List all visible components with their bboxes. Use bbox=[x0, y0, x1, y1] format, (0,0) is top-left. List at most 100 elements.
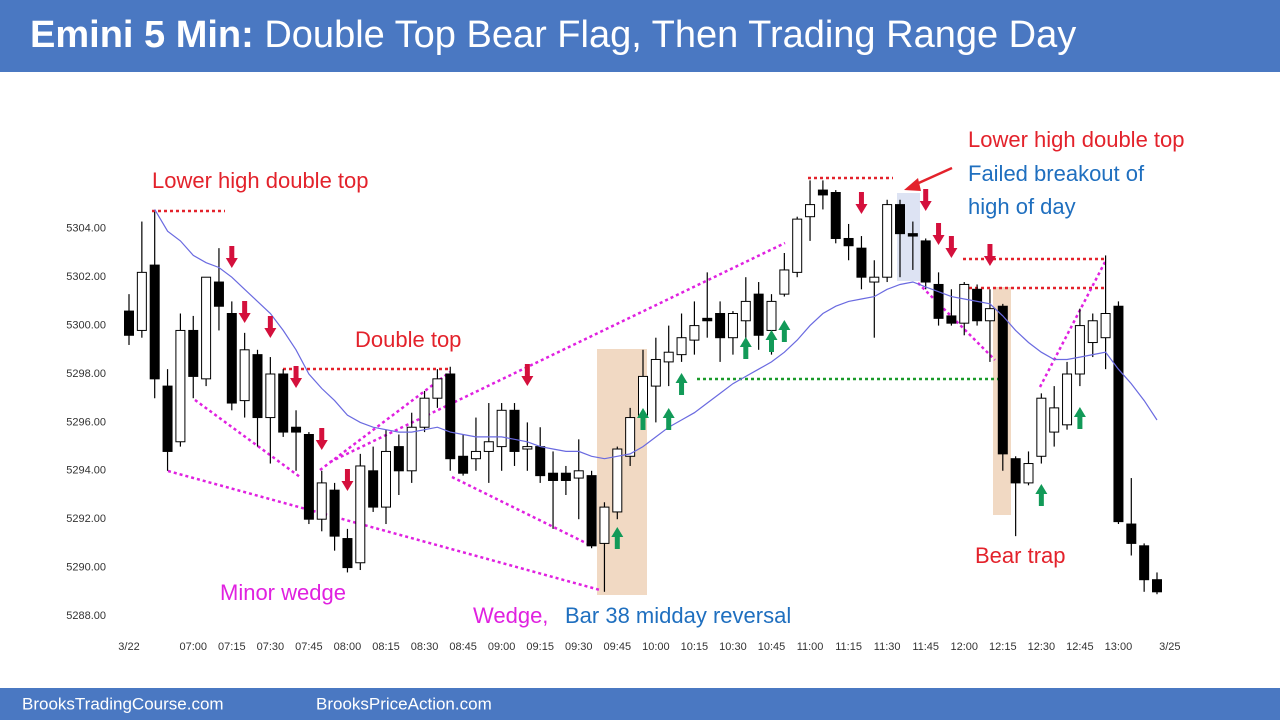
candle-body bbox=[291, 426, 302, 433]
candle-body bbox=[175, 329, 186, 443]
x-tick-label: 09:00 bbox=[488, 641, 516, 653]
candle-body bbox=[920, 240, 931, 283]
x-tick-label: 09:30 bbox=[565, 641, 593, 653]
candle-body bbox=[1139, 545, 1150, 581]
buy-arrow bbox=[637, 408, 649, 430]
x-tick-label: 10:15 bbox=[681, 641, 709, 653]
candle-body bbox=[445, 373, 456, 460]
header-text: Double Top Bear Flag, Then Trading Range… bbox=[264, 14, 1076, 56]
y-tick-label: 5288.00 bbox=[66, 610, 106, 622]
header-title: Emini 5 Min: Double Top Bear Flag, Then … bbox=[30, 14, 1076, 56]
candle-body bbox=[483, 441, 494, 452]
candle-body bbox=[599, 506, 610, 544]
candle-body bbox=[753, 293, 764, 336]
candle-body bbox=[303, 434, 314, 520]
x-tick-label: 10:00 bbox=[642, 641, 670, 653]
candle-body bbox=[188, 329, 199, 377]
y-tick-label: 5304.00 bbox=[66, 223, 106, 235]
candle-body bbox=[650, 358, 661, 387]
candle-body bbox=[162, 385, 173, 452]
candle-body bbox=[663, 351, 674, 363]
sell-arrow bbox=[238, 301, 251, 323]
candle-body bbox=[586, 475, 597, 547]
x-tick-label: 11:15 bbox=[835, 641, 862, 653]
candle-body bbox=[316, 482, 327, 520]
sell-arrow bbox=[521, 364, 534, 386]
candle-body bbox=[612, 448, 623, 513]
candle-body bbox=[213, 281, 224, 307]
candle-body bbox=[766, 300, 777, 331]
x-tick-label: 07:00 bbox=[179, 641, 207, 653]
candle-body bbox=[368, 470, 379, 508]
candle-body bbox=[381, 450, 391, 508]
candle-body bbox=[779, 269, 790, 295]
candle-body bbox=[997, 305, 1008, 455]
y-tick-label: 5298.00 bbox=[66, 368, 106, 380]
candle-body bbox=[1087, 320, 1098, 344]
footer-right: BrooksPriceAction.com bbox=[316, 694, 492, 713]
candle-body bbox=[535, 446, 546, 477]
candle-body bbox=[201, 276, 212, 380]
x-tick-label: 12:00 bbox=[950, 641, 978, 653]
x-tick-label: 11:30 bbox=[874, 641, 901, 653]
annotation: high of day bbox=[968, 194, 1076, 219]
x-tick-label: 12:45 bbox=[1066, 641, 1094, 653]
sell-arrow bbox=[290, 366, 303, 388]
candle-body bbox=[1100, 313, 1111, 339]
candle-body bbox=[959, 283, 970, 324]
buy-arrow bbox=[662, 408, 675, 430]
wedge-line bbox=[167, 469, 601, 592]
candle-body bbox=[252, 354, 263, 419]
x-tick-label: 13:00 bbox=[1105, 641, 1133, 653]
y-tick-label: 5292.00 bbox=[66, 513, 106, 525]
candle-body bbox=[1023, 463, 1034, 484]
pointer-arrow bbox=[904, 166, 953, 191]
candle-body bbox=[895, 204, 905, 235]
x-tick-label: 09:45 bbox=[604, 641, 632, 653]
candle-body bbox=[907, 233, 918, 237]
annotation: Double top bbox=[355, 327, 461, 352]
x-tick-label: 10:30 bbox=[719, 641, 747, 653]
annotation: Minor wedge bbox=[220, 580, 346, 605]
candle-body bbox=[560, 472, 571, 481]
candle-body bbox=[470, 450, 481, 460]
candle-body bbox=[625, 417, 636, 457]
buy-arrow bbox=[778, 320, 791, 342]
sell-arrow bbox=[932, 223, 945, 245]
candle-body bbox=[1152, 579, 1162, 593]
candle-body bbox=[149, 264, 160, 380]
x-tick-label: 11:45 bbox=[912, 641, 939, 653]
x-tick-label: 07:15 bbox=[218, 641, 246, 653]
candle-body bbox=[265, 373, 276, 419]
wedge-line bbox=[194, 398, 301, 479]
candle-body bbox=[432, 378, 443, 399]
annotation: Bear trap bbox=[975, 543, 1066, 568]
x-tick-label: 07:45 bbox=[295, 641, 323, 653]
annotation: Wedge, bbox=[473, 603, 548, 628]
candle-body bbox=[792, 218, 803, 273]
candle-body bbox=[727, 313, 738, 339]
x-tick-label: 07:30 bbox=[257, 641, 285, 653]
sell-arrow bbox=[315, 428, 328, 450]
candle-body bbox=[1062, 373, 1073, 426]
candle-body bbox=[933, 283, 944, 319]
pointer-head bbox=[904, 178, 921, 191]
sell-arrow bbox=[225, 246, 238, 268]
annotation: Lower high double top bbox=[152, 168, 369, 193]
sell-arrow bbox=[855, 192, 868, 214]
candle-body bbox=[882, 204, 893, 278]
candle-body bbox=[1126, 523, 1137, 544]
footer-band bbox=[0, 688, 1280, 720]
candle-body bbox=[830, 192, 841, 239]
y-tick-label: 5294.00 bbox=[66, 465, 106, 477]
x-tick-label: 11:00 bbox=[797, 641, 824, 653]
candle-body bbox=[342, 538, 353, 569]
candle-body bbox=[972, 288, 983, 322]
x-tick-label: 08:30 bbox=[411, 641, 439, 653]
candle-body bbox=[419, 397, 430, 428]
buy-arrow bbox=[611, 527, 624, 549]
candle-body bbox=[329, 489, 340, 537]
x-tick-label: 08:00 bbox=[334, 641, 362, 653]
